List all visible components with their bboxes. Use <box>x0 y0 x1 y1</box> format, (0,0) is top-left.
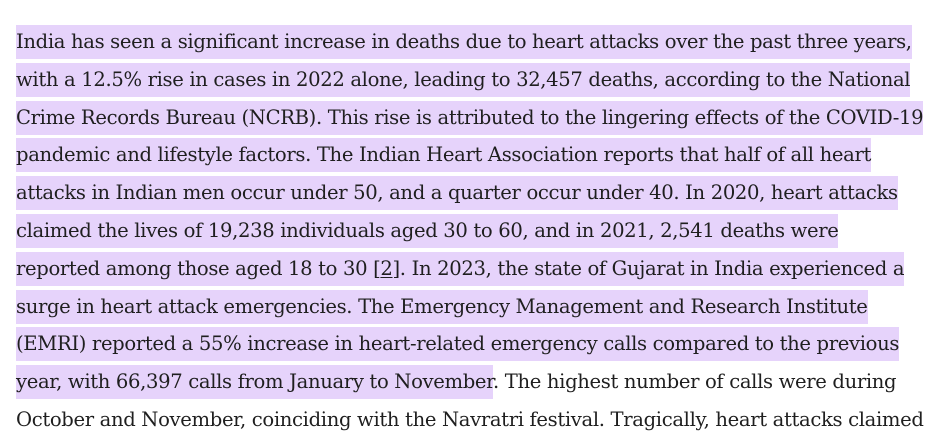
text-line-4: pandemic and lifestyle factors. The Indi… <box>16 136 935 174</box>
plain-text: October and November, coinciding with th… <box>16 407 924 431</box>
highlighted-text: ]. In 2023, the state of Gujarat in Indi… <box>392 251 905 286</box>
highlighted-text: surge in heart attack emergencies. The E… <box>16 289 868 324</box>
highlighted-text: Crime Records Bureau (NCRB). This rise i… <box>16 100 924 135</box>
text-line-1: India has seen a significant increase in… <box>16 23 935 61</box>
text-line-3: Crime Records Bureau (NCRB). This rise i… <box>16 99 935 137</box>
highlighted-text: claimed the lives of 19,238 individuals … <box>16 213 839 248</box>
text-line-5: attacks in Indian men occur under 50, an… <box>16 174 935 212</box>
highlighted-text: attacks in Indian men occur under 50, an… <box>16 176 898 211</box>
highlighted-text: pandemic and lifestyle factors. The Indi… <box>16 138 871 173</box>
highlighted-text: reported among those aged 18 to 30 [ <box>16 251 381 286</box>
document-paragraph: India has seen a significant increase in… <box>16 23 935 439</box>
text-line-6: claimed the lives of 19,238 individuals … <box>16 212 935 250</box>
plain-text: . The highest number of calls were durin… <box>493 370 897 394</box>
highlighted-text: India has seen a significant increase in… <box>16 25 912 59</box>
highlighted-text: (EMRI) reported a 55% increase in heart-… <box>16 327 899 362</box>
text-line-11: October and November, coinciding with th… <box>16 401 935 439</box>
text-line-8: surge in heart attack emergencies. The E… <box>16 288 935 326</box>
text-line-2: with a 12.5% rise in cases in 2022 alone… <box>16 61 935 99</box>
text-line-9: (EMRI) reported a 55% increase in heart-… <box>16 325 935 363</box>
text-line-10: year, with 66,397 calls from January to … <box>16 363 935 401</box>
text-line-7: reported among those aged 18 to 30 [2]. … <box>16 250 935 288</box>
highlighted-text: year, with 66,397 calls from January to … <box>16 365 493 400</box>
reference-link[interactable]: 2 <box>380 251 393 286</box>
highlighted-text: with a 12.5% rise in cases in 2022 alone… <box>16 62 911 97</box>
